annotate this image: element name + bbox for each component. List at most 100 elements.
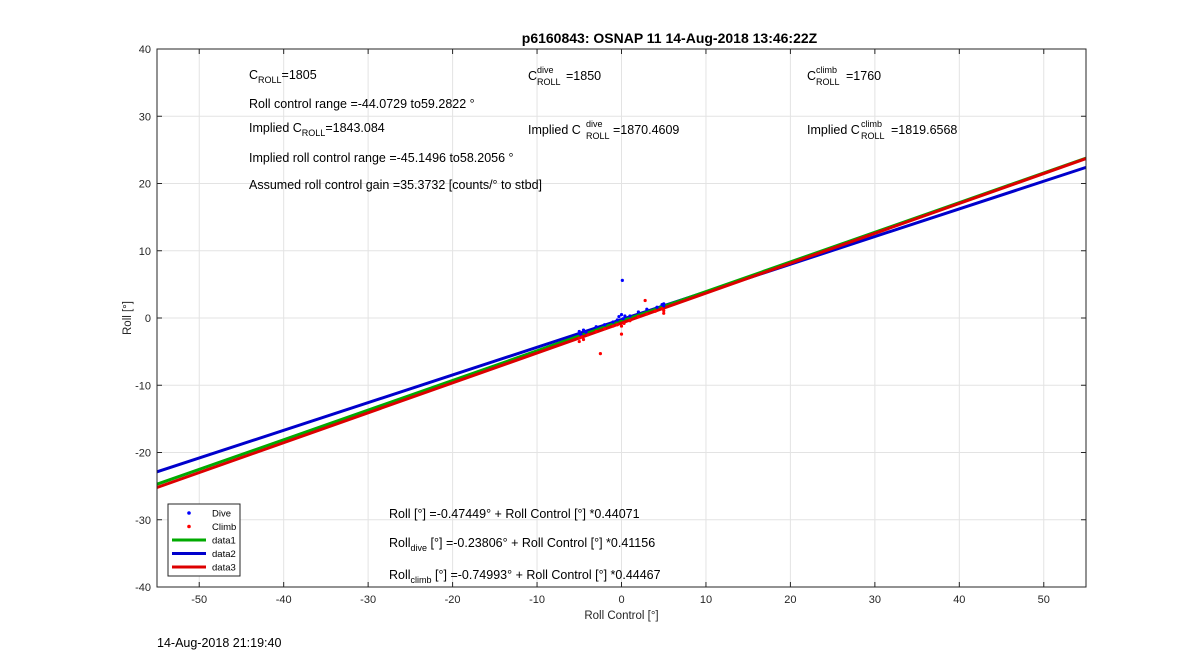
implied-c-roll-sub: ROLL (302, 128, 326, 138)
implied-c-roll-value: =1843.084 (325, 121, 384, 135)
fit-all-equation: Roll [°] =-0.47449° + Roll Control [°] *… (389, 507, 640, 521)
implied-c-roll-dive-sub: ROLL (586, 131, 610, 141)
dive-point (584, 330, 588, 334)
fit-climb-equation: Rollclimb [°] =-0.74993° + Roll Control … (389, 568, 661, 585)
implied-c-roll-dive-sup: dive (586, 119, 603, 129)
c-roll-sub: ROLL (258, 75, 282, 85)
x-tick-label: 10 (700, 594, 712, 606)
dive-point (621, 317, 625, 321)
legend-label: data3 (212, 563, 236, 574)
implied-range: Implied roll control range =-45.1496 to5… (249, 151, 514, 165)
c-roll-climb-sub: ROLL (816, 77, 840, 87)
footer-timestamp: 14-Aug-2018 21:19:40 (157, 636, 281, 650)
y-tick-label: 40 (139, 44, 151, 56)
dive-point (581, 328, 586, 332)
x-tick-label: -40 (276, 594, 292, 606)
implied-c-roll-climb-value: =1819.6568 (891, 123, 957, 137)
c-roll-annotation: CROLL=1805 (249, 68, 317, 85)
x-tick-label: 20 (784, 594, 796, 606)
y-tick-label: 10 (139, 246, 151, 258)
climb-point (636, 315, 640, 319)
fit-line-data3 (156, 157, 1087, 489)
fit-lines (156, 156, 1087, 489)
dive-point (628, 314, 632, 318)
dive-point (655, 305, 659, 309)
fit-dive-equation: Rolldive [°] =-0.23806° + Roll Control [… (389, 536, 655, 553)
climb-point (662, 311, 666, 315)
dive-point (617, 315, 621, 319)
x-tick-label: 0 (618, 594, 624, 606)
c-roll-climb-base: C (807, 69, 816, 83)
dive-point (594, 325, 598, 329)
fit-climb-sub: climb (411, 575, 432, 585)
x-tick-label: -10 (529, 594, 545, 606)
implied-c-roll-climb-sub: ROLL (861, 131, 885, 141)
c-roll-dive-sup: dive (537, 65, 554, 75)
fit-dive-rest: [°] =-0.23806° + Roll Control [°] *0.411… (427, 536, 655, 550)
implied-c-roll-climb-prefix: Implied C (807, 123, 860, 137)
legend-marker-climb (187, 524, 191, 529)
dive-point (603, 323, 607, 327)
dive-point (615, 318, 619, 322)
c-roll-dive-sub: ROLL (537, 77, 561, 87)
fit-dive-sub: dive (411, 543, 428, 553)
y-tick-label: -10 (135, 380, 151, 392)
dive-point (611, 320, 615, 324)
c-roll-dive-value: =1850 (566, 69, 601, 83)
ticks: -50 -40 -30 -20 -10 0 10 20 30 40 50 -40 -30 -20 -10 0 1… (135, 44, 1086, 606)
climb-point (622, 321, 626, 325)
climb-point (586, 333, 590, 337)
fit-dive-base: Roll (389, 536, 411, 550)
y-tick-label: -40 (135, 582, 151, 594)
climb-point (615, 323, 619, 327)
climb-point (603, 327, 607, 331)
x-tick-label: 50 (1038, 594, 1050, 606)
climb-point (662, 309, 666, 313)
c-roll-climb-sup: climb (816, 65, 837, 75)
fit-climb-base: Roll (389, 568, 411, 582)
legend-label: Climb (212, 522, 236, 533)
dive-point (620, 278, 624, 282)
fit-climb-rest: [°] =-0.74993° + Roll Control [°] *0.444… (432, 568, 661, 582)
implied-c-roll-annotation: Implied CROLL=1843.084 (249, 121, 385, 138)
c-roll-climb-value: =1760 (846, 69, 881, 83)
legend-label: data1 (212, 536, 236, 547)
legend-label: Dive (212, 509, 231, 520)
x-tick-label: 40 (953, 594, 965, 606)
climb-point (611, 324, 615, 328)
dive-point (623, 314, 627, 318)
c-roll-base: C (249, 68, 258, 82)
c-roll-dive-annotation: C (528, 69, 537, 83)
climb-point (628, 319, 632, 323)
climb-point (619, 324, 624, 328)
x-tick-label: 30 (869, 594, 881, 606)
dive-point (636, 310, 640, 314)
assumed-gain: Assumed roll control gain =35.3732 [coun… (249, 178, 542, 192)
climb-point (581, 337, 586, 342)
climb-point (577, 336, 581, 340)
c-roll-value: =1805 (282, 68, 317, 82)
implied-c-roll-prefix: Implied C (249, 121, 302, 135)
roll-control-range: Roll control range =-44.0729 to59.2822 ° (249, 97, 475, 111)
dive-point (662, 302, 666, 306)
y-tick-label: -20 (135, 448, 151, 460)
legend-label: data2 (212, 549, 236, 560)
x-tick-label: -20 (445, 594, 461, 606)
implied-c-roll-climb-sup: climb (861, 119, 882, 129)
chart-title: p6160843: OSNAP 11 14-Aug-2018 13:46:22Z (522, 30, 818, 46)
y-tick-label: 30 (139, 111, 151, 123)
climb-point (598, 352, 602, 356)
dive-point (619, 313, 624, 317)
data-points (577, 278, 666, 356)
climb-point (577, 339, 581, 344)
legend-marker-dive (187, 511, 191, 515)
climb-point (643, 298, 647, 303)
fit-line-data2 (156, 165, 1087, 474)
c-roll-dive-base: C (528, 69, 537, 83)
implied-c-roll-dive-prefix: Implied C (528, 123, 581, 137)
x-tick-label: -30 (360, 594, 376, 606)
y-tick-label: 0 (145, 313, 151, 325)
y-axis-label: Roll [°] (122, 301, 134, 335)
legend: Dive Climb data1 data2 data3 (167, 503, 241, 577)
